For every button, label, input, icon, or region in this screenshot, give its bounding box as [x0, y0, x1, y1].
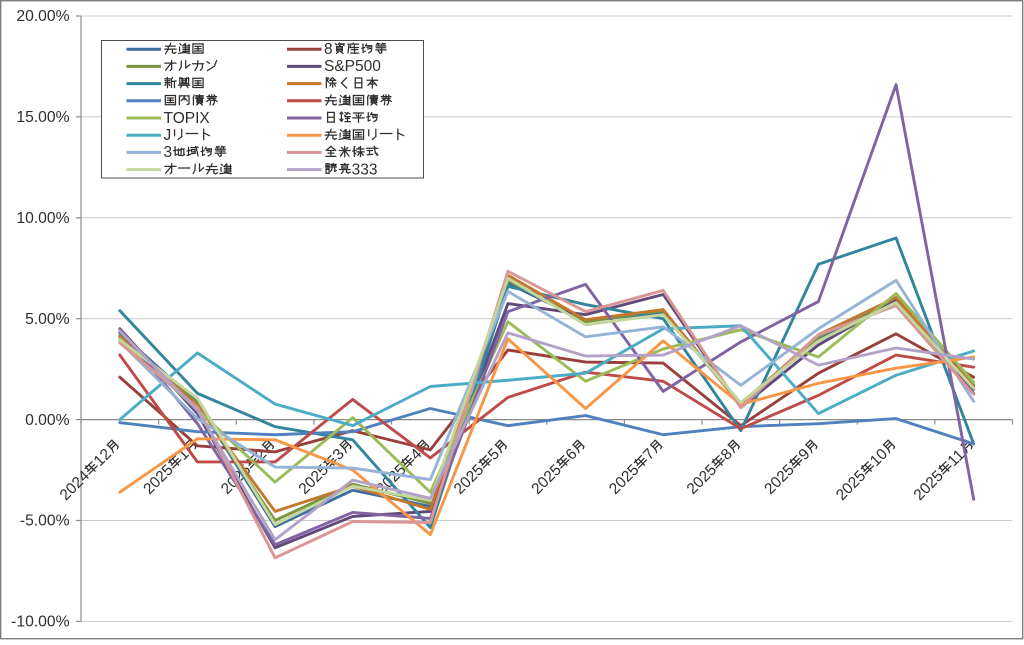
- svg-text:333: 333: [352, 161, 378, 178]
- svg-text:8: 8: [324, 41, 333, 58]
- svg-text:10.00%: 10.00%: [16, 210, 69, 227]
- svg-text:TOPIX: TOPIX: [164, 110, 211, 127]
- svg-text:S&P500: S&P500: [324, 58, 381, 75]
- svg-text:5.00%: 5.00%: [25, 311, 70, 328]
- svg-text:-5.00%: -5.00%: [20, 513, 70, 530]
- svg-text:15.00%: 15.00%: [16, 109, 69, 126]
- svg-text:20.00%: 20.00%: [16, 8, 69, 25]
- svg-text:J: J: [164, 127, 172, 144]
- svg-text:-10.00%: -10.00%: [11, 614, 69, 631]
- svg-text:3: 3: [164, 144, 173, 161]
- svg-text:0.00%: 0.00%: [25, 412, 70, 429]
